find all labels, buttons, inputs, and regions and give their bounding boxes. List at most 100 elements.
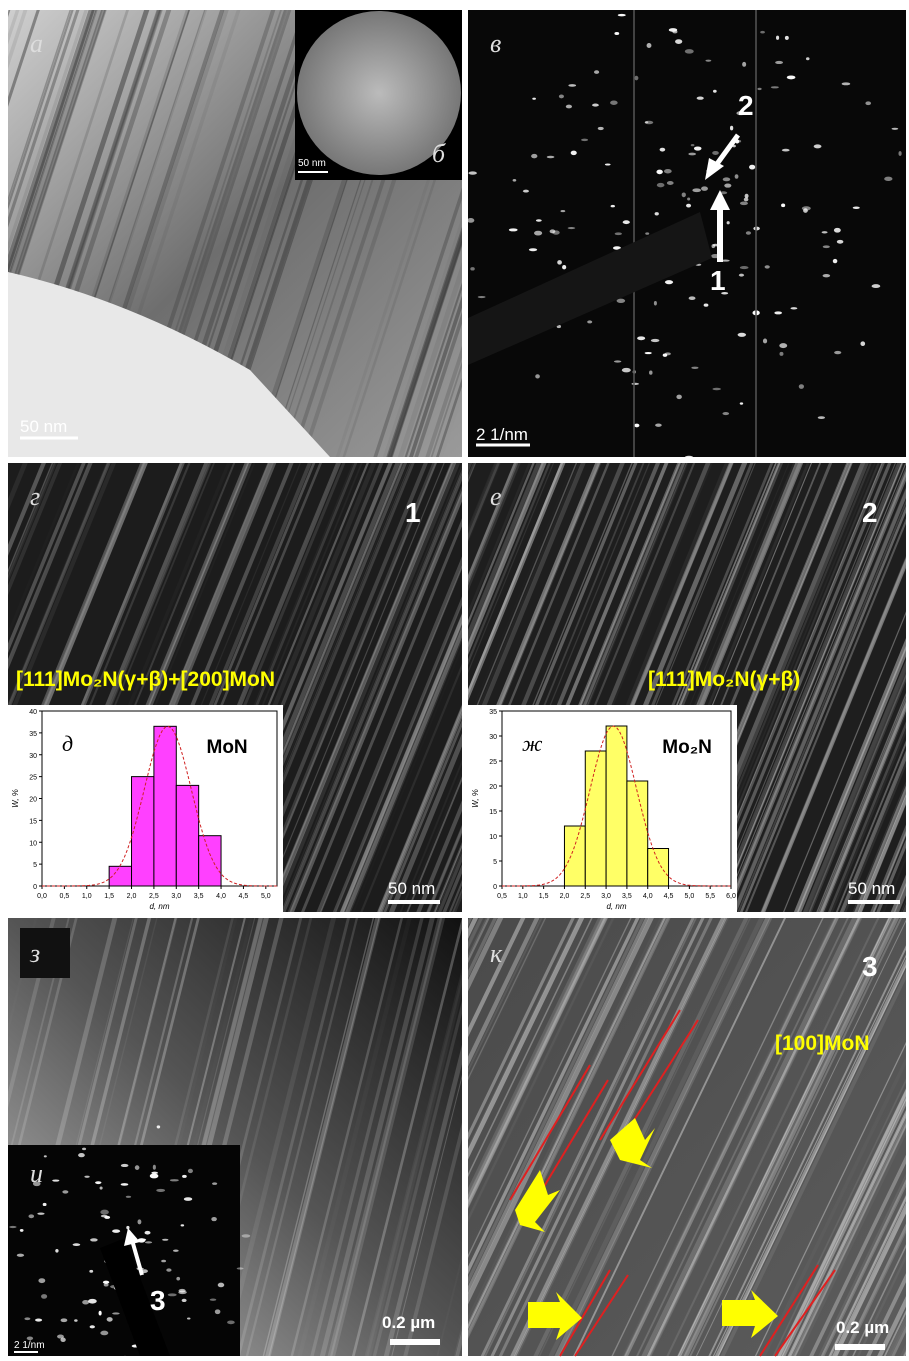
spot [740,266,749,269]
spot [531,154,537,158]
x-tick-label: 5,0 [684,893,694,900]
y-tick-label: 15 [29,818,37,825]
y-tick-label: 20 [489,784,497,791]
annotation: [111]Mo₂N(γ+β)+[200]MoN [16,668,275,691]
spot [676,395,681,399]
spot [689,296,696,300]
spot [656,170,662,175]
y-tick-label: 35 [29,731,37,738]
spot [170,1179,179,1181]
spot [587,320,592,323]
y-tick-label: 25 [29,775,37,782]
spot [126,1196,131,1198]
spot [592,104,599,107]
spot [806,57,810,60]
spot [685,456,694,459]
marker: 3 [150,1285,166,1316]
spot [791,307,798,309]
spot [744,198,749,202]
spot [571,151,577,156]
spot [176,1277,180,1281]
spot [739,274,744,277]
spot [884,177,892,181]
panel-label: и [30,1159,43,1188]
x-tick-label: 2,5 [580,893,590,900]
spot [713,90,717,93]
x-tick-label: 2,0 [127,893,137,900]
panel-label: к [490,939,503,968]
spot [35,1318,42,1321]
bar [585,751,606,886]
spot [187,1317,191,1319]
x-tick-label: 3,0 [171,893,181,900]
spot [834,351,841,354]
spot [145,1231,151,1235]
spot [672,30,677,33]
spot [509,228,518,231]
spot [655,424,662,427]
spot [746,231,751,235]
spot [112,1229,120,1232]
spot [704,304,709,307]
bar [648,849,669,887]
spot [166,1268,171,1271]
y-tick-label: 5 [33,862,37,869]
spot [218,1283,225,1288]
spot [740,202,748,206]
y-tick-label: 15 [489,809,497,816]
spot [215,1309,221,1314]
marker: 1 [405,497,421,528]
scale-label: 2 1/nm [14,1340,45,1351]
spot [227,1320,235,1324]
panel-label: а [30,29,43,58]
spot [823,274,830,277]
spot [534,231,542,236]
spot [478,296,486,298]
spot [724,184,731,188]
spot [865,101,871,105]
marker: 3 [862,951,878,982]
y-axis-label: W, % [471,789,480,808]
spot [803,208,808,213]
y-tick-label: 0 [493,884,497,891]
spot [123,1356,128,1359]
y-tick-label: 5 [493,859,497,866]
spot [135,1165,140,1170]
spot [598,127,604,130]
scale-label: 2 1/nm [476,425,528,444]
spot [614,32,619,35]
spot [82,1300,89,1304]
spot [550,229,556,233]
spot [99,1311,102,1316]
spot [634,424,639,428]
spot [712,151,719,155]
spot [38,1278,45,1283]
spot [568,84,576,87]
spot [722,412,729,415]
x-tick-label: 1,5 [104,893,114,900]
spot [74,1319,78,1322]
spot [842,82,851,85]
x-tick-label: 0,5 [60,893,70,900]
spot [17,1254,24,1257]
spot [44,1155,47,1157]
y-tick-label: 30 [29,753,37,760]
spot [833,259,838,263]
spot [781,204,785,208]
x-axis-label: d, nm [606,902,626,911]
spot [557,260,562,265]
spot [107,1317,113,1322]
x-tick-label: 1,0 [82,893,92,900]
spot [84,1176,89,1178]
spot [686,204,691,208]
spot [60,1338,65,1342]
spot [168,1293,177,1296]
spot [654,301,657,305]
spot [834,228,841,233]
spot [738,333,746,337]
spot [687,197,690,200]
y-tick-label: 40 [29,709,37,716]
spot [701,186,708,191]
spot [536,219,542,221]
spot [730,126,733,131]
